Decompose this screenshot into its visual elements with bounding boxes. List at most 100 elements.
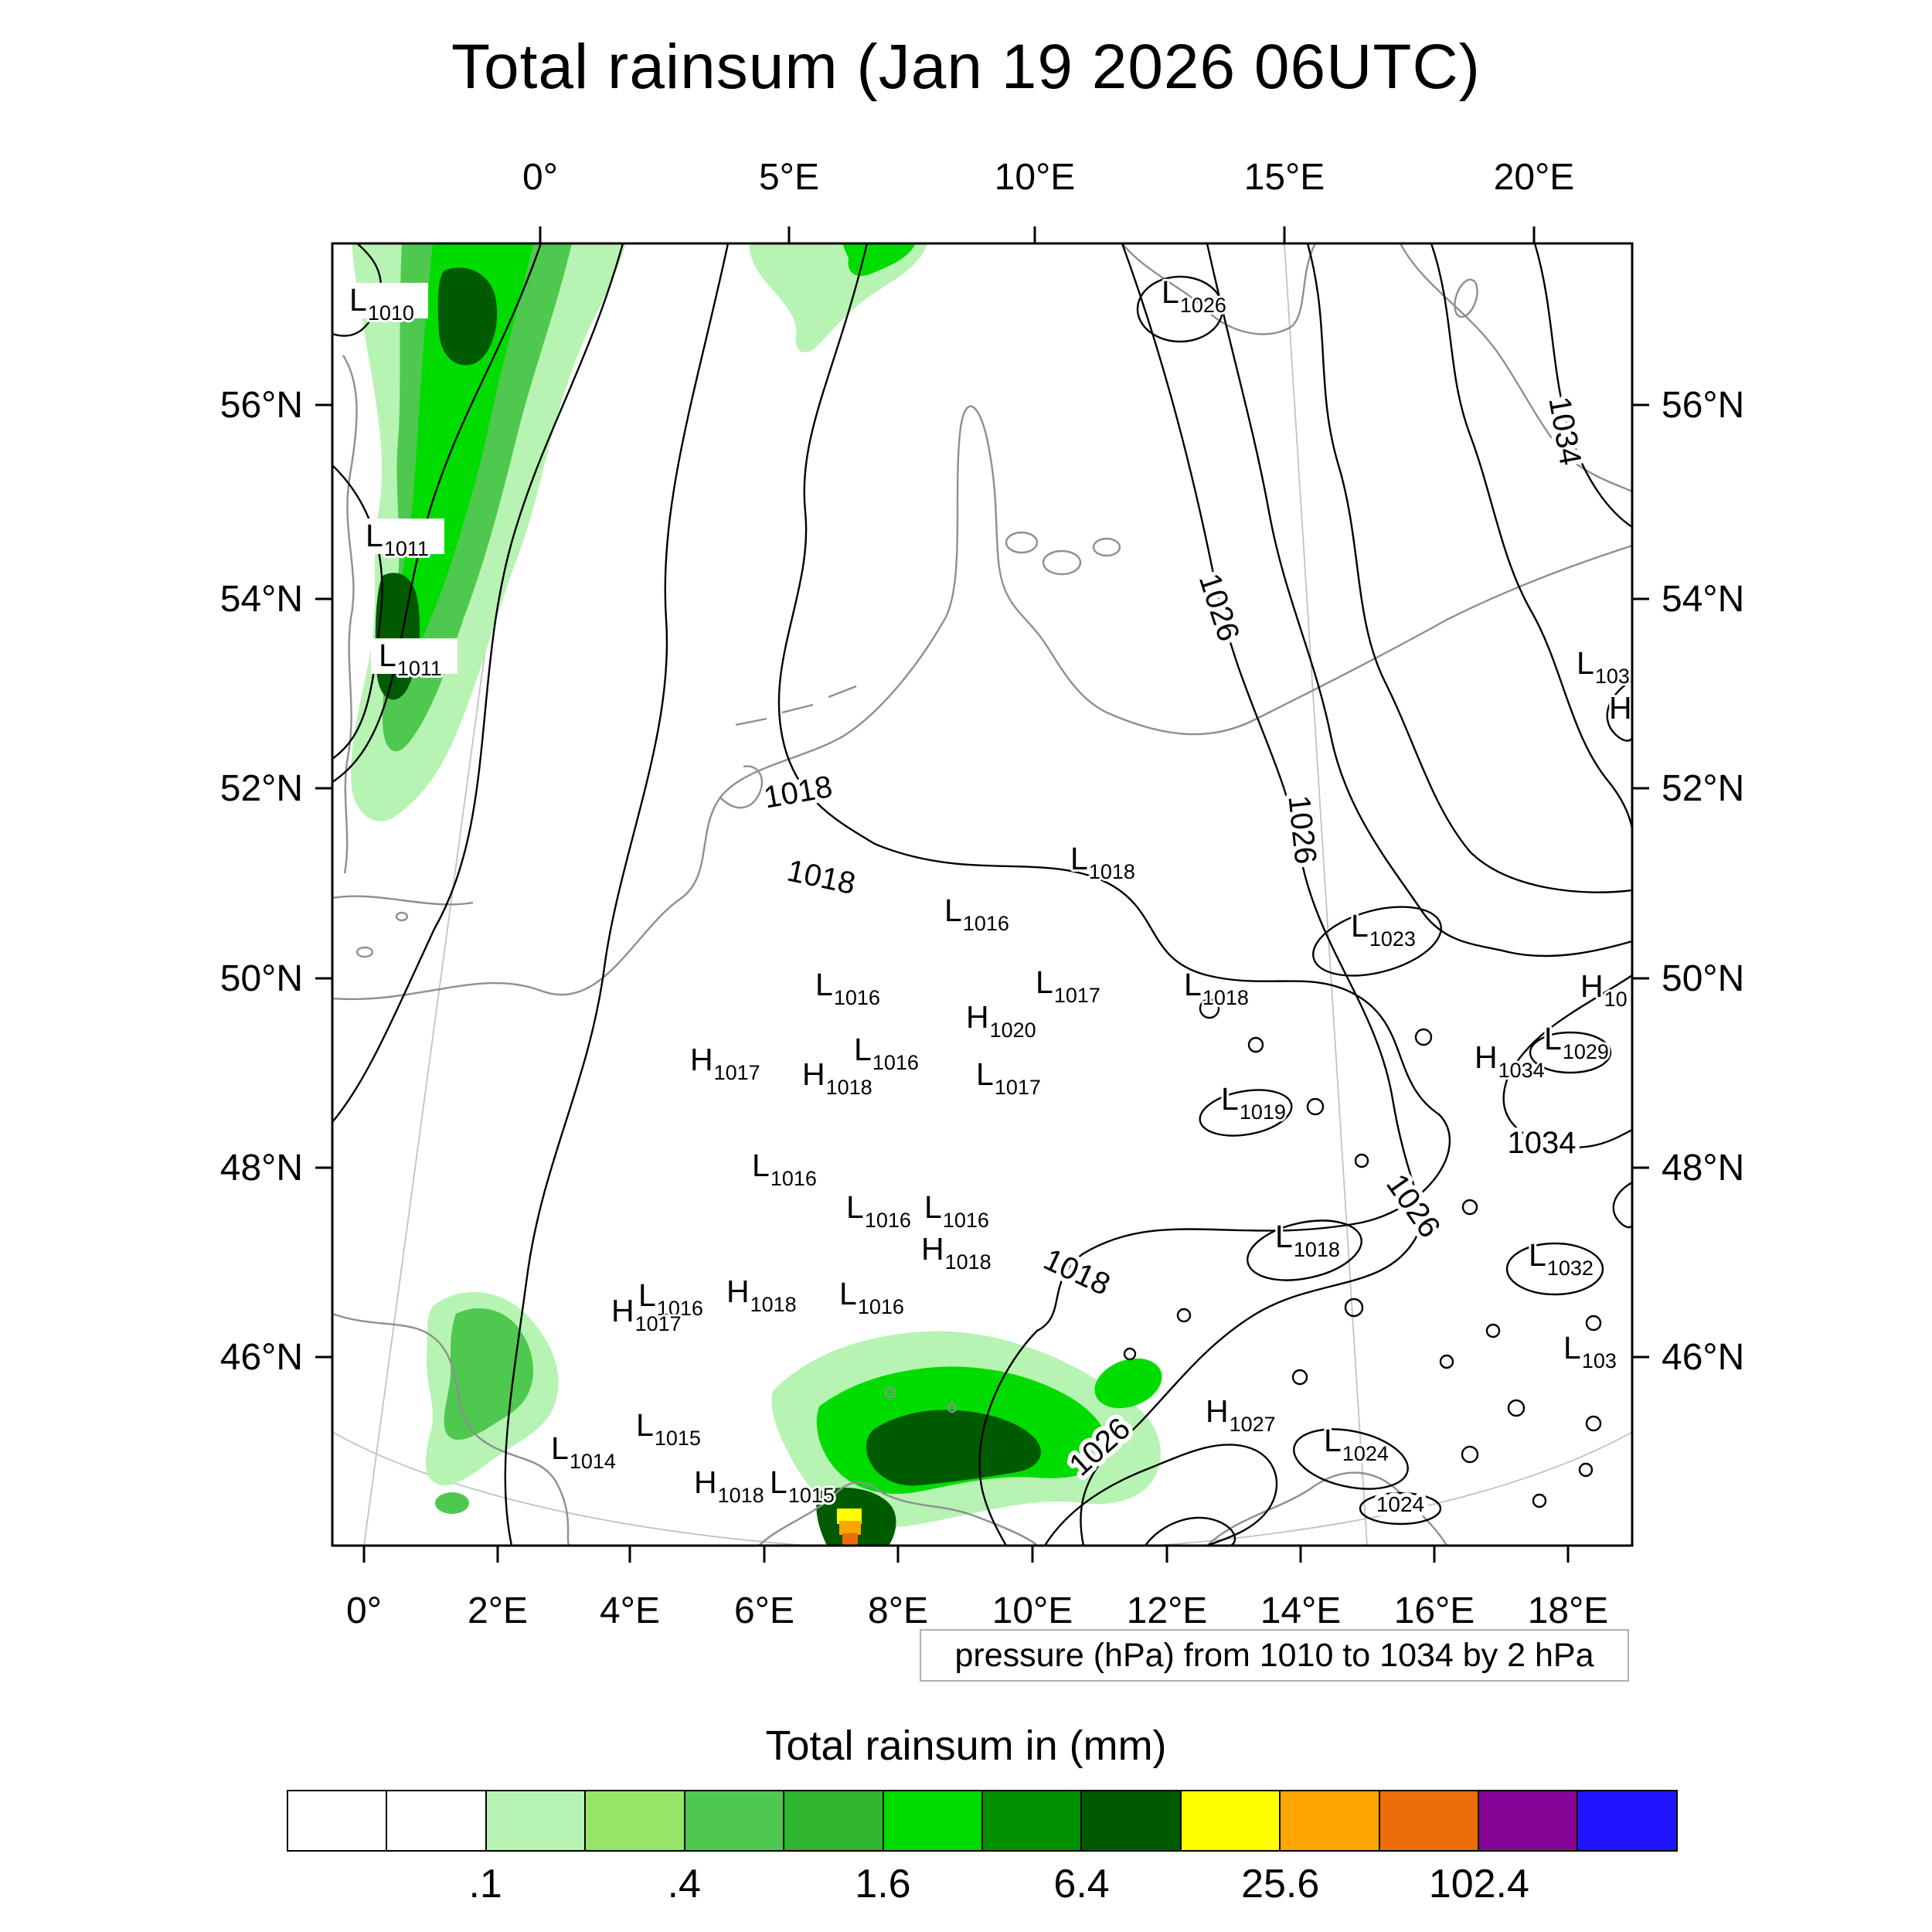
coastline-path — [355, 946, 374, 958]
isobar-path — [777, 243, 1451, 1546]
axis-label-bottom-lon: 18°E — [1528, 1590, 1609, 1631]
pressure-center-letter: L — [638, 1277, 656, 1313]
isobar-path — [1080, 243, 1422, 1546]
isobar-path — [1354, 1153, 1369, 1168]
pressure-center-letter: L — [1275, 1219, 1293, 1254]
pressure-center: L1015 — [770, 1464, 835, 1507]
coastline-path — [332, 1312, 570, 1546]
pressure-center: L1016 — [924, 1189, 989, 1232]
colorbar-cell-3 — [584, 1791, 684, 1850]
pressure-center-letter: H — [611, 1293, 634, 1328]
pressure-center-letter: H — [802, 1056, 825, 1092]
colorbar-label: .4 — [667, 1862, 701, 1906]
pressure-center-letter: H — [694, 1464, 717, 1500]
pressure-center: H1034 — [1475, 1039, 1545, 1082]
isobar-path — [1199, 1089, 1293, 1137]
isobar-path — [1306, 1097, 1325, 1116]
isobar-path — [1461, 1445, 1479, 1464]
colorbar-label: 6.4 — [1053, 1862, 1110, 1906]
pressure-center: H10 — [1580, 968, 1628, 1011]
pressure-center: L1010 — [349, 282, 414, 325]
isobar-path — [1430, 243, 1632, 829]
coastline-path — [884, 1386, 896, 1399]
isobar-path — [1533, 243, 1632, 528]
coastline-path — [1121, 243, 1317, 335]
isobar-path — [1585, 1315, 1602, 1332]
pressure-center-value: 103 — [1595, 665, 1630, 688]
rain-area — [866, 1410, 1041, 1486]
pressure-center-letter: L — [839, 1276, 857, 1311]
isobar-path — [1606, 679, 1632, 742]
pressure-center: L1016 — [839, 1276, 904, 1318]
axis-label-right-lat: 50°N — [1662, 958, 1744, 999]
map-axes: 0° 5°E 10°E 15°E 20°E 0° 2°E 4°E 6°E 8°E 10°E 12°E 1… — [220, 157, 1745, 1631]
colorbar-labels: .1 .4 1.6 6.4 25.6 102.4 — [287, 1861, 1678, 1915]
axis-label-left-lat: 52°N — [220, 768, 303, 809]
pressure-center-value: 1016 — [834, 986, 880, 1009]
pressure-center-letter: L — [1529, 1237, 1546, 1273]
pressure-center-letter: L — [1036, 964, 1053, 1000]
pressure-center: L103 — [1563, 1330, 1617, 1372]
isobar-value-label: 1026 — [1192, 570, 1246, 645]
colorbar-cell-5 — [783, 1791, 883, 1850]
rain-area-group — [351, 243, 1162, 1546]
axis-label-left-lat: 48°N — [220, 1148, 303, 1189]
axis-label-left-lat: 54°N — [220, 579, 303, 620]
pressure-center-value: 1023 — [1369, 927, 1416, 951]
isobar-path — [1414, 1028, 1433, 1046]
isobar-path — [1145, 1516, 1236, 1546]
axis-label-bottom-lon: 12°E — [1127, 1590, 1208, 1631]
colorbar-cell-4 — [683, 1791, 784, 1850]
pressure-center-letter: L — [349, 282, 367, 318]
pressure-center-value: 1017 — [714, 1061, 760, 1084]
pressure-center-letter: H — [966, 999, 989, 1035]
isobar-value-label: 1026 — [1379, 1168, 1447, 1243]
pressure-center-letter: L — [854, 1032, 872, 1067]
axis-label-bottom-lon: 4°E — [600, 1590, 660, 1631]
chart-title: Total rainsum (Jan 19 2026 06UTC) — [451, 32, 1481, 102]
rain-area — [435, 1492, 469, 1514]
isobar-path — [1176, 1308, 1192, 1323]
colorbar-label: 25.6 — [1241, 1862, 1320, 1906]
colorbar-cell-8 — [1080, 1791, 1180, 1850]
pressure-center-letter: L — [1162, 274, 1179, 310]
rain-area — [842, 1533, 858, 1546]
isobar-value-label: 1034 — [1542, 394, 1587, 468]
isobar-path-group — [332, 243, 1632, 1546]
pressure-center-value: 1017 — [1054, 984, 1100, 1007]
colorbar-label: .1 — [468, 1862, 502, 1906]
pressure-center-value: 1020 — [990, 1019, 1036, 1042]
colorbar-cell-7 — [981, 1791, 1081, 1850]
pressure-center: L1019 — [1221, 1081, 1286, 1124]
isobar-path — [1206, 243, 1632, 957]
pressure-center-value: 1016 — [943, 1209, 989, 1232]
pressure-center: H1027 — [1206, 1393, 1276, 1436]
pressure-center-letter: L — [1221, 1081, 1239, 1117]
pressure-center: L1029 — [1544, 1021, 1609, 1063]
axis-label-top-lon: 20°E — [1494, 157, 1575, 198]
isobar-path — [1123, 1347, 1137, 1361]
pressure-center-letter: L — [1544, 1021, 1562, 1056]
pressure-center: H1020 — [966, 999, 1036, 1042]
pressure-center-letter: L — [1563, 1330, 1581, 1366]
pressure-center: L1017 — [976, 1056, 1041, 1099]
coastline-path — [758, 1481, 1038, 1546]
axis-label-right-lat: 56°N — [1662, 385, 1744, 426]
pressure-center: H1018 — [726, 1274, 797, 1316]
pressure-center: H1017 — [690, 1042, 760, 1084]
pressure-center-letter: L — [1324, 1423, 1342, 1458]
pressure-center-letter: H — [690, 1042, 713, 1077]
pressure-center: L1016 — [638, 1277, 703, 1320]
coastline-path — [1399, 243, 1632, 493]
isobar-path — [1136, 275, 1224, 343]
pressure-center-value: 1010 — [368, 301, 414, 325]
isobar-path — [1291, 1369, 1308, 1386]
axis-label-bottom-lon: 14°E — [1260, 1590, 1342, 1631]
axis-label-bottom-lon: 0° — [346, 1590, 382, 1631]
isobar-path — [1461, 1199, 1478, 1216]
isobar-path — [332, 243, 543, 784]
pressure-center: L1016 — [854, 1032, 919, 1074]
axis-label-top-lon: 10°E — [995, 157, 1076, 198]
